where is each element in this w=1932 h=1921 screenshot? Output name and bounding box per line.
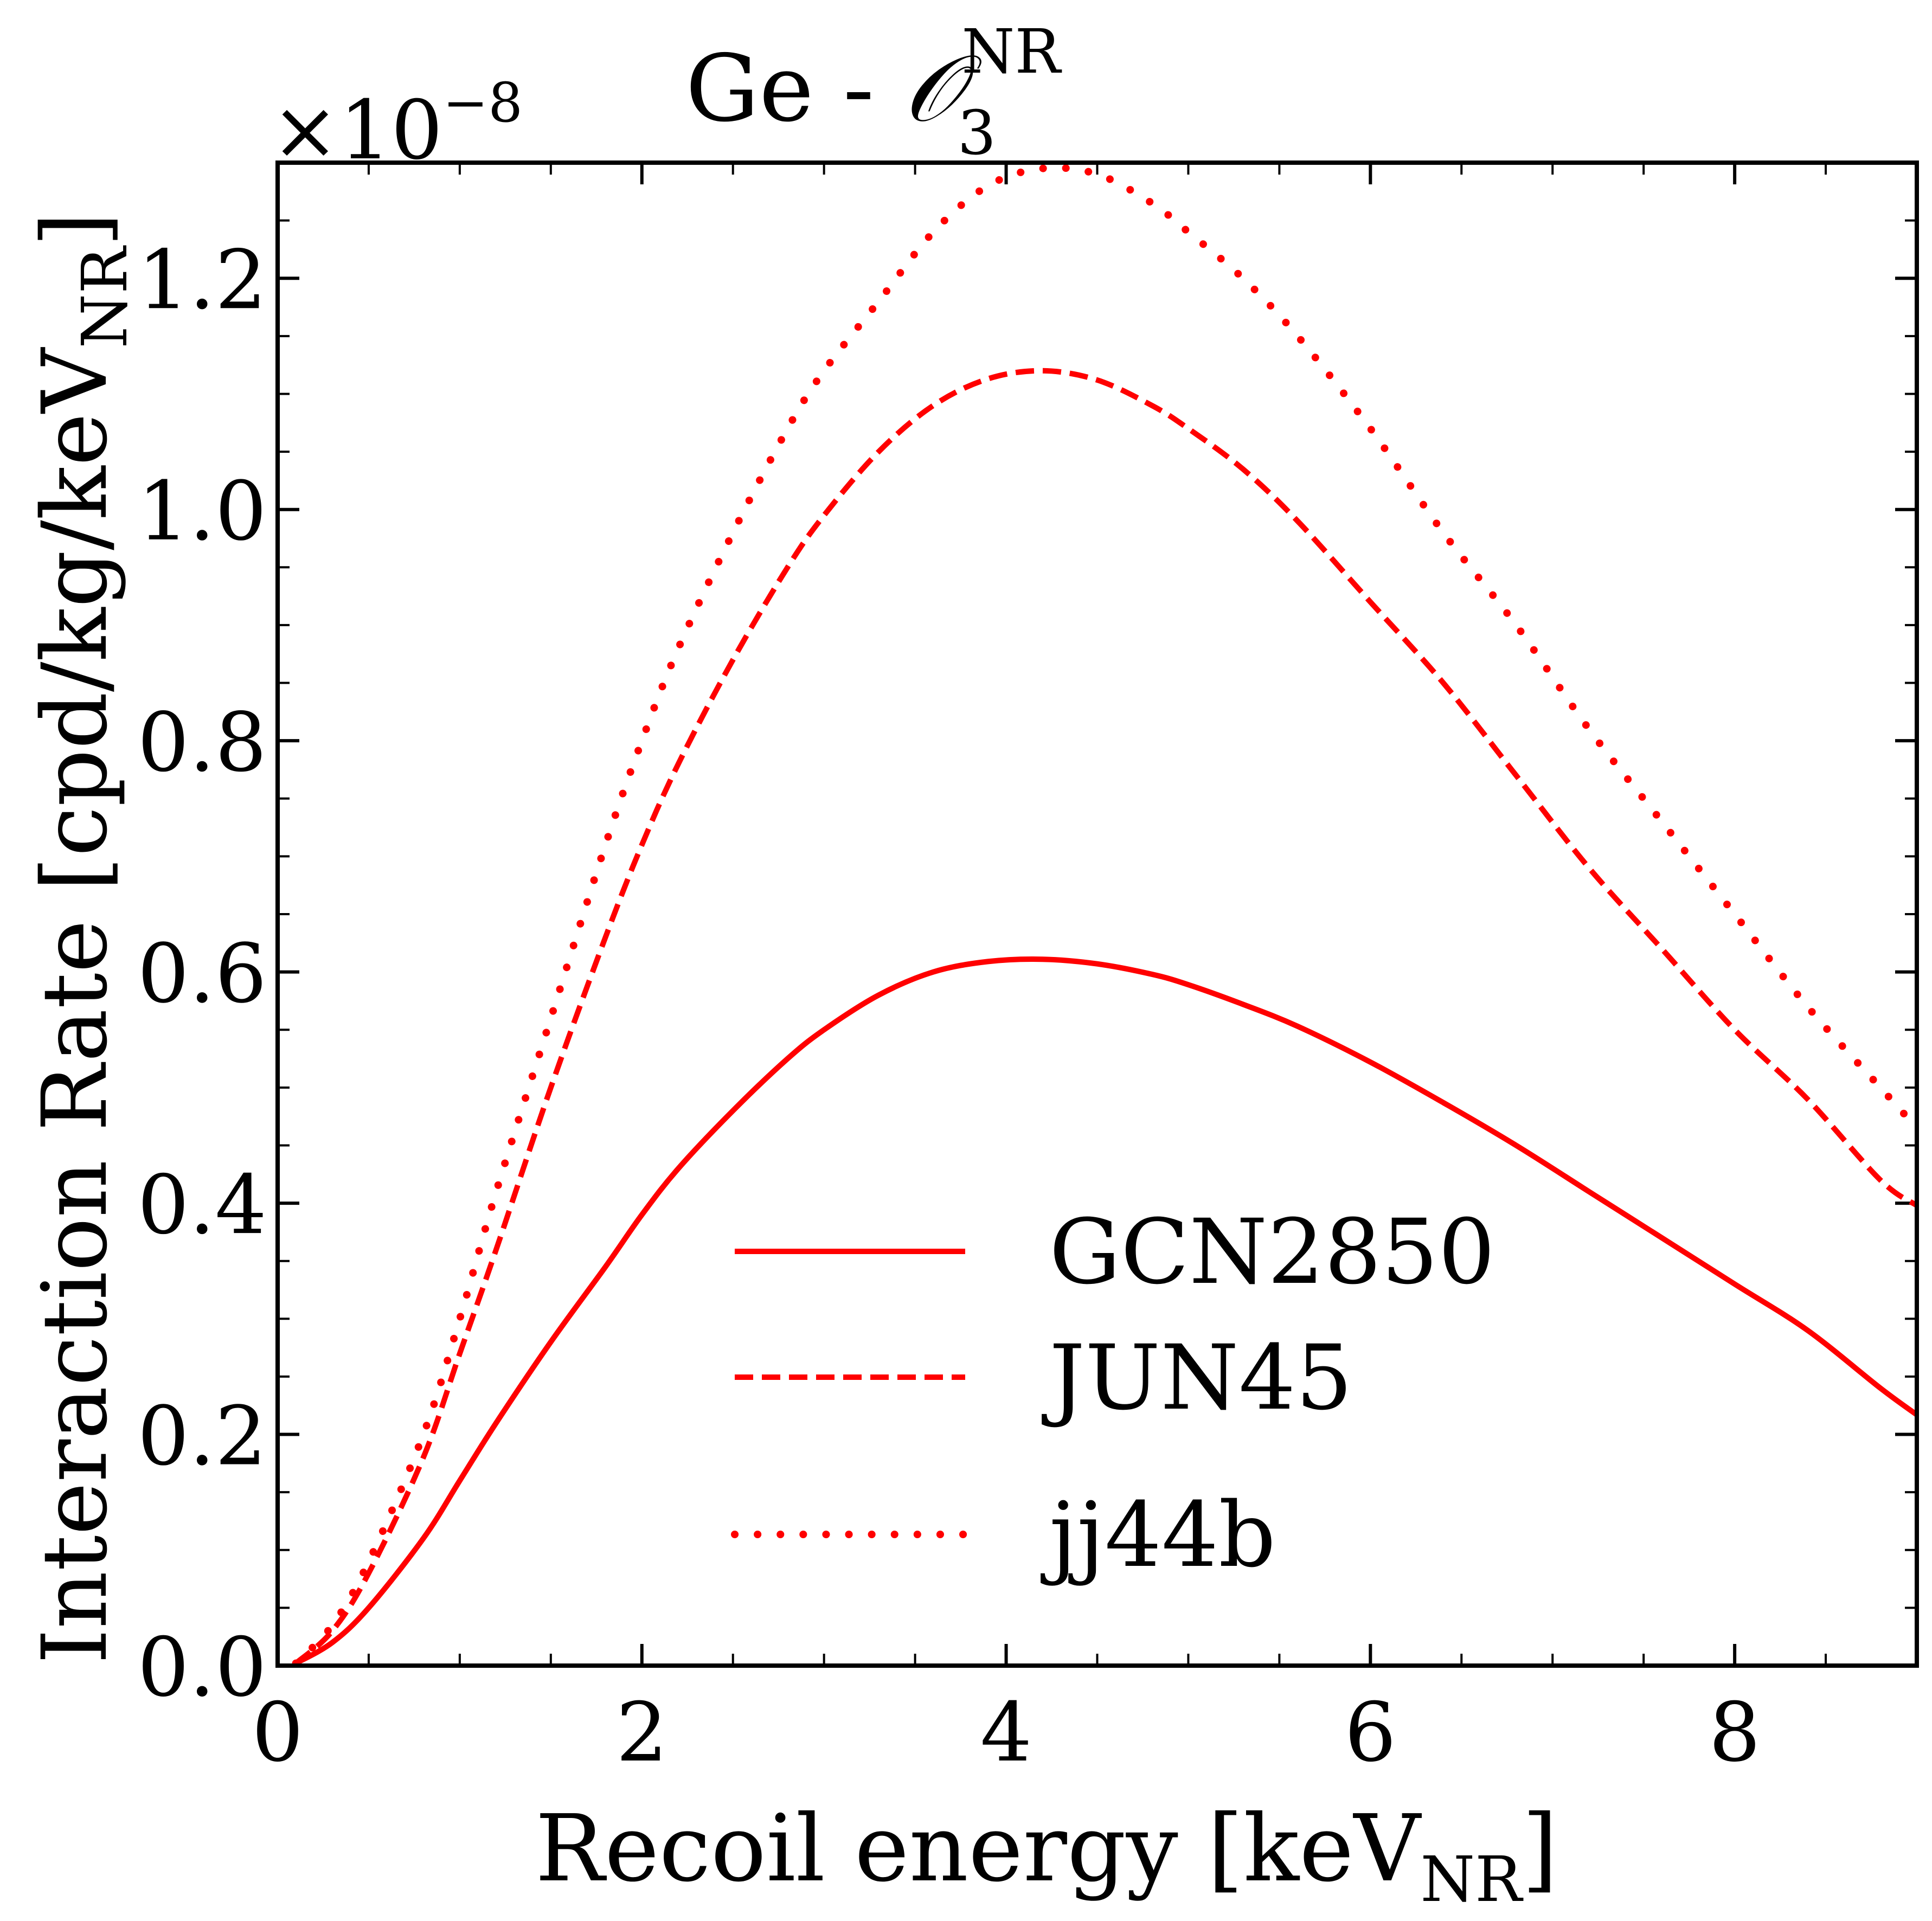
y-tick-label: 0.2 <box>137 1390 267 1484</box>
xlabel-main: Recoil energy [keV <box>535 1795 1422 1903</box>
title-subscript: 3 <box>958 98 996 169</box>
legend-label-gcn2850: GCN2850 <box>1049 1200 1495 1304</box>
y-tick-label: 0.6 <box>137 927 267 1021</box>
legend-label-jj44b: jj44b <box>1041 1483 1276 1587</box>
series-line-gcn2850 <box>294 956 1917 1666</box>
y-axis-label: Interaction Rate [cpd/kg/keVNR] <box>23 212 142 1664</box>
ylabel-main: Interaction Rate [cpd/kg/keV <box>23 347 127 1664</box>
legend-label-jun45: JUN45 <box>1042 1326 1353 1430</box>
x-tick-label: 0 <box>252 1686 303 1780</box>
y-tick-label: 0.8 <box>137 696 267 790</box>
legend: GCN2850 JUN45 jj44b <box>731 1200 1495 1587</box>
ylabel-close: ] <box>23 212 127 247</box>
title-superscript: NR <box>961 17 1062 87</box>
x-axis-label: Recoil energy [keVNR] <box>535 1795 1558 1916</box>
x-tick-label: 2 <box>616 1686 667 1780</box>
xlabel-close: ] <box>1522 1795 1558 1903</box>
xlabel-subscript: NR <box>1420 1843 1524 1916</box>
x-tick-label: 6 <box>1345 1686 1396 1780</box>
plot-frame <box>275 160 1919 1668</box>
x-tick-label: 4 <box>980 1686 1032 1780</box>
ylabel-subscript: NR <box>69 245 142 349</box>
offset-exponent: −8 <box>443 71 523 134</box>
y-tick-label: 0.4 <box>137 1158 267 1252</box>
x-tick-label: 8 <box>1709 1686 1760 1780</box>
plot-area <box>292 164 1917 1666</box>
y-tick-label: 1.2 <box>137 233 267 327</box>
y-tick-label: 0.0 <box>137 1621 267 1715</box>
series-line-jun45 <box>294 368 1917 1666</box>
title-prefix: Ge - <box>685 35 903 143</box>
y-tick-label: 1.0 <box>137 465 267 559</box>
axis-tick-labels: 0 2 4 6 8 0.0 0.2 0.4 0.6 0.8 1.0 1.2 <box>137 233 1760 1780</box>
